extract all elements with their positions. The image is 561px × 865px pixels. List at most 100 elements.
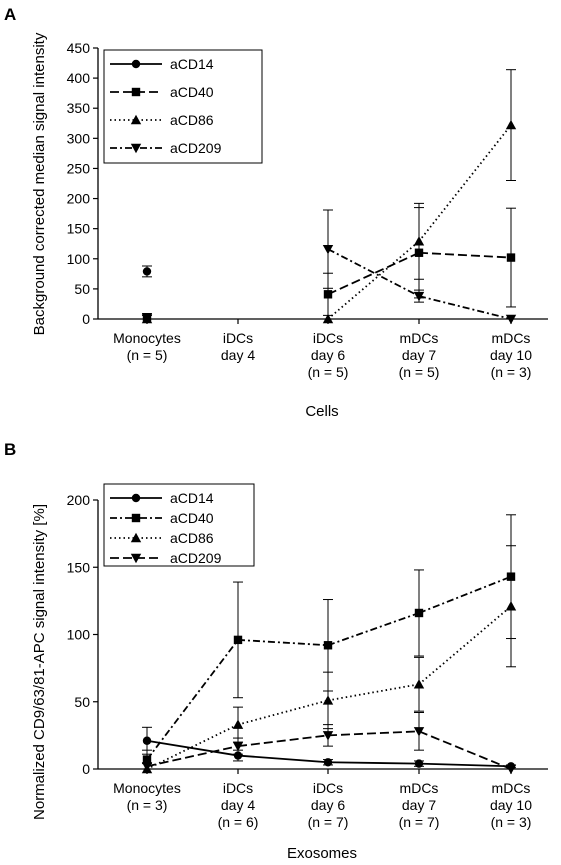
panel-a-acd40-point xyxy=(506,253,516,262)
panel-b-acd40-line xyxy=(146,639,239,761)
panel-a-legend-acd40-label: aCD40 xyxy=(170,84,214,100)
panel-b-x-tick-label: (n = 7) xyxy=(308,814,349,830)
panel-a-y-tick-label: 100 xyxy=(67,251,91,267)
panel-a-acd40-point xyxy=(323,290,333,299)
panel-a-letter: A xyxy=(4,5,16,24)
panel-b-x-tick-label: (n = 6) xyxy=(218,814,259,830)
panel-b-acd209-line xyxy=(237,734,329,748)
panel-b-y-tick-label: 200 xyxy=(67,492,91,508)
panel-b-x-tick-label: (n = 7) xyxy=(399,814,440,830)
panel-b-acd14-point xyxy=(233,751,243,760)
panel-b-y-axis-title: Normalized CD9/63/81-APC signal intensit… xyxy=(31,504,48,820)
panel-b-acd86-point xyxy=(413,679,425,689)
panel-a-acd86-line xyxy=(418,124,512,242)
panel-b-x-tick-label: iDCs xyxy=(223,780,253,796)
panel-b-acd14-line xyxy=(418,762,512,768)
panel-a-y-tick-label: 200 xyxy=(67,191,91,207)
panel-b-acd14-line xyxy=(327,761,420,765)
panel-a-x-tick-label: (n = 5) xyxy=(127,347,168,363)
panel-a-acd209-point xyxy=(322,244,334,255)
panel-a-y-tick-label: 350 xyxy=(67,100,91,116)
panel-a-y-tick-label: 150 xyxy=(67,221,91,237)
panel-b-acd209-point xyxy=(322,731,334,741)
panel-a-acd14-point xyxy=(142,267,152,276)
panel-b-acd40-line xyxy=(327,612,420,647)
panel-a-x-tick-label: day 7 xyxy=(402,347,436,363)
panel-a-acd209-line xyxy=(327,248,420,297)
panel-a-x-tick-label: iDCs xyxy=(313,330,343,346)
panel-a-x-tick-label: day 4 xyxy=(221,347,255,363)
panel-a-x-tick-label: mDCs xyxy=(400,330,439,346)
panel-b-x-tick-label: (n = 3) xyxy=(491,814,532,830)
panel-a-acd86-point xyxy=(413,236,425,246)
panel-a-y-tick-label: 400 xyxy=(67,70,91,86)
panel-b-acd40-line xyxy=(237,638,329,647)
panel-a-x-tick-label: day 6 xyxy=(311,347,345,363)
panel-a-y-tick-label: 0 xyxy=(82,311,90,327)
panel-a-acd86-point xyxy=(505,119,517,130)
panel-b-acd14-point xyxy=(323,758,333,767)
panel-b-legend-acd86-marker xyxy=(130,532,142,543)
panel-b-acd209-point xyxy=(232,741,244,752)
panel-b-x-tick-label: mDCs xyxy=(492,780,531,796)
panel-a-y-tick-label: 450 xyxy=(67,40,91,56)
panel-a-legend-acd40-marker xyxy=(131,87,141,97)
panel-a-acd40-line xyxy=(418,251,512,259)
panel-a-x-tick-label: mDCs xyxy=(492,330,531,346)
panel-b-acd40-point xyxy=(323,641,333,650)
panel-b-acd86-line xyxy=(237,699,329,726)
panel-b-acd14-point xyxy=(142,736,152,745)
panel-b-x-tick-label: day 6 xyxy=(311,797,345,813)
panel-a-legend-acd14-marker xyxy=(131,59,141,69)
panel-b-y-tick-label: 50 xyxy=(74,694,90,710)
panel-b-acd86-line xyxy=(418,605,512,685)
panel-a-legend-acd14-label: aCD14 xyxy=(170,56,214,72)
panel-b-acd86-point xyxy=(505,601,517,611)
panel-b-acd14-line xyxy=(237,754,329,764)
panel-b-legend-acd209-marker xyxy=(130,553,142,564)
panel-b-acd209-point xyxy=(413,727,425,737)
panel-a-x-tick-label: (n = 5) xyxy=(308,364,349,380)
panel-b-legend-acd86-label: aCD86 xyxy=(170,530,214,546)
panel-b-legend-acd14-marker xyxy=(131,493,141,503)
panel-b-legend-acd40-label: aCD40 xyxy=(170,510,214,526)
panel-b-x-tick-label: day 4 xyxy=(221,797,255,813)
panel-b-acd209-point xyxy=(141,762,153,772)
panel-a-x-tick-label: iDCs xyxy=(223,330,253,346)
panel-a-acd209-point xyxy=(141,314,153,324)
panel-a-x-tick-label: (n = 5) xyxy=(399,364,440,380)
panel-b-legend-acd209-label: aCD209 xyxy=(170,550,222,566)
panel-a-legend-acd86-label: aCD86 xyxy=(170,112,214,128)
panel-b-acd40-point xyxy=(142,755,152,764)
panel-b-acd209-line xyxy=(418,730,512,770)
panel-b-acd209-line xyxy=(146,745,239,768)
panel-b-x-tick-label: mDCs xyxy=(400,780,439,796)
panel-a-y-tick-label: 250 xyxy=(67,160,91,176)
panel-b-acd14-line xyxy=(146,739,239,757)
panel-a-x-axis-title: Cells xyxy=(305,403,338,420)
panel-a-x-tick-label: day 10 xyxy=(490,347,532,363)
panel-b-x-tick-label: (n = 3) xyxy=(127,797,168,813)
panel-b-x-axis-title: Exosomes xyxy=(287,845,357,862)
panel-b-acd86-line xyxy=(146,723,239,770)
panel-a-acd86-line xyxy=(327,240,420,320)
panel-b-acd40-line xyxy=(418,575,512,614)
panel-b-acd86-line xyxy=(327,683,420,702)
panel-b-legend-acd40-marker xyxy=(131,513,141,523)
panel-b-legend-acd14-label: aCD14 xyxy=(170,490,214,506)
panel-a-acd209-point xyxy=(413,291,425,302)
panel-b-x-tick-label: day 7 xyxy=(402,797,436,813)
panel-b-acd40-point xyxy=(233,635,243,645)
panel-a-acd86-point xyxy=(322,313,334,324)
panel-b-x-tick-label: Monocytes xyxy=(113,780,181,796)
panel-a-legend-acd86-marker xyxy=(130,114,142,125)
panel-a-acd209-point xyxy=(505,314,517,325)
panel-a-x-tick-label: Monocytes xyxy=(113,330,181,346)
panel-b-y-tick-label: 100 xyxy=(67,627,91,643)
panel-a-x-tick-label: (n = 3) xyxy=(491,364,532,380)
panel-a-y-tick-label: 50 xyxy=(74,281,90,297)
panel-a-acd209-line xyxy=(418,295,512,320)
